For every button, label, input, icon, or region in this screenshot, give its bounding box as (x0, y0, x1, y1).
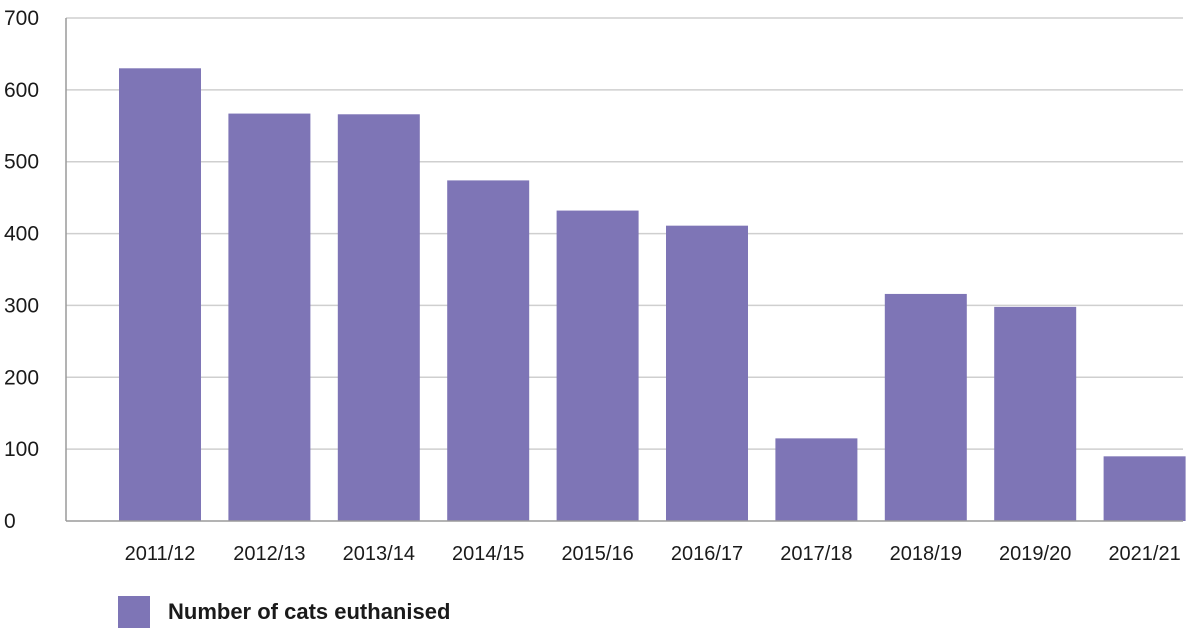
x-tick-label: 2018/19 (890, 543, 962, 565)
x-tick-label: 2013/14 (343, 543, 415, 565)
y-tick-label: 300 (4, 294, 39, 317)
y-tick-label: 0 (4, 510, 16, 533)
x-tick-label: 2021/21 (1108, 543, 1180, 565)
x-axis-tick-labels: 2011/12 2012/13 2013/14 2014/15 2015/16 2016/… (125, 543, 1181, 565)
axes (65, 18, 1183, 522)
x-tick-label: 2015/16 (561, 543, 633, 565)
y-tick-label: 700 (4, 7, 39, 30)
bar (666, 225, 748, 521)
y-tick-label: 200 (4, 366, 39, 389)
x-tick-label: 2017/18 (780, 543, 852, 565)
legend: Number of cats euthanised (118, 596, 450, 628)
x-tick-label: 2012/13 (233, 543, 305, 565)
bar (228, 113, 311, 521)
bar (556, 210, 639, 521)
legend-swatch (118, 596, 150, 628)
bar (447, 180, 530, 521)
bar (994, 306, 1077, 521)
y-axis-tick-labels: 0 100 200 300 400 500 600 700 (4, 7, 39, 533)
y-tick-label: 500 (4, 151, 39, 174)
bar (337, 114, 420, 521)
y-tick-label: 400 (4, 223, 39, 246)
y-tick-label: 100 (4, 438, 39, 461)
bar (119, 68, 201, 522)
bars (119, 68, 1186, 522)
bar (1103, 456, 1186, 521)
bar (884, 293, 967, 521)
x-tick-label: 2019/20 (999, 543, 1071, 565)
x-tick-label: 2011/12 (125, 543, 196, 565)
bar (775, 438, 858, 521)
x-tick-label: 2014/15 (452, 543, 524, 565)
legend-label: Number of cats euthanised (168, 599, 451, 624)
y-tick-label: 600 (4, 79, 39, 102)
x-tick-label: 2016/17 (671, 543, 743, 565)
